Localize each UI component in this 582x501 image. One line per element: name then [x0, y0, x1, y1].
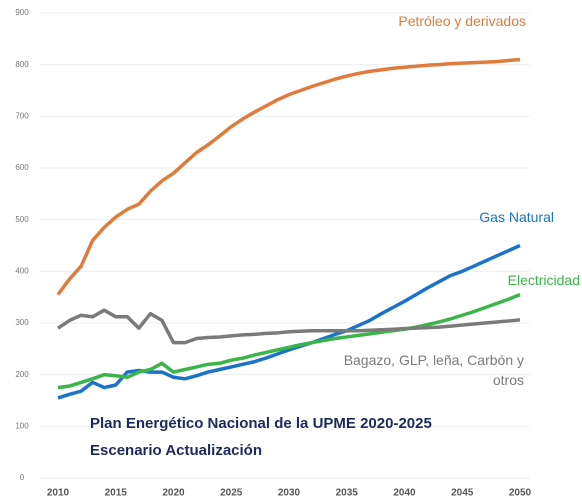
x-tick-label: 2010: [47, 488, 70, 499]
x-tick-label: 2040: [393, 488, 416, 499]
annotation: Escenario Actualización: [90, 442, 263, 459]
x-tick-label: 2045: [451, 488, 474, 499]
series-line: [56, 57, 521, 296]
series-label: Electricidad: [507, 272, 580, 288]
x-tick-label: 2030: [278, 488, 301, 499]
series-label: Gas Natural: [479, 209, 554, 225]
x-tick-label: 2015: [105, 488, 128, 499]
series-line: [57, 243, 521, 400]
y-tick-label: 900: [15, 8, 29, 17]
series-line: [57, 292, 521, 390]
y-tick-label: 0: [20, 473, 25, 482]
series-label: Bagazo, GLP, leña, Carbón y otros: [343, 352, 524, 388]
y-tick-label: 700: [15, 111, 29, 120]
y-tick-label: 800: [15, 60, 29, 69]
x-tick-label: 2035: [336, 488, 359, 499]
y-tick-label: 500: [15, 215, 29, 224]
y-tick-label: 400: [15, 266, 29, 275]
y-tick-label: 600: [15, 163, 29, 172]
x-tick-label: 2050: [509, 488, 532, 499]
y-tick-label: 100: [15, 421, 29, 430]
series-label: Petróleo y derivados: [398, 13, 526, 29]
annotation: Plan Energético Nacional de la UPME 2020…: [90, 415, 432, 432]
y-tick-label: 200: [15, 370, 29, 379]
x-tick-label: 2020: [162, 488, 185, 499]
y-tick-label: 300: [15, 318, 29, 327]
x-tick-label: 2025: [220, 488, 243, 499]
series-line: [57, 308, 521, 345]
